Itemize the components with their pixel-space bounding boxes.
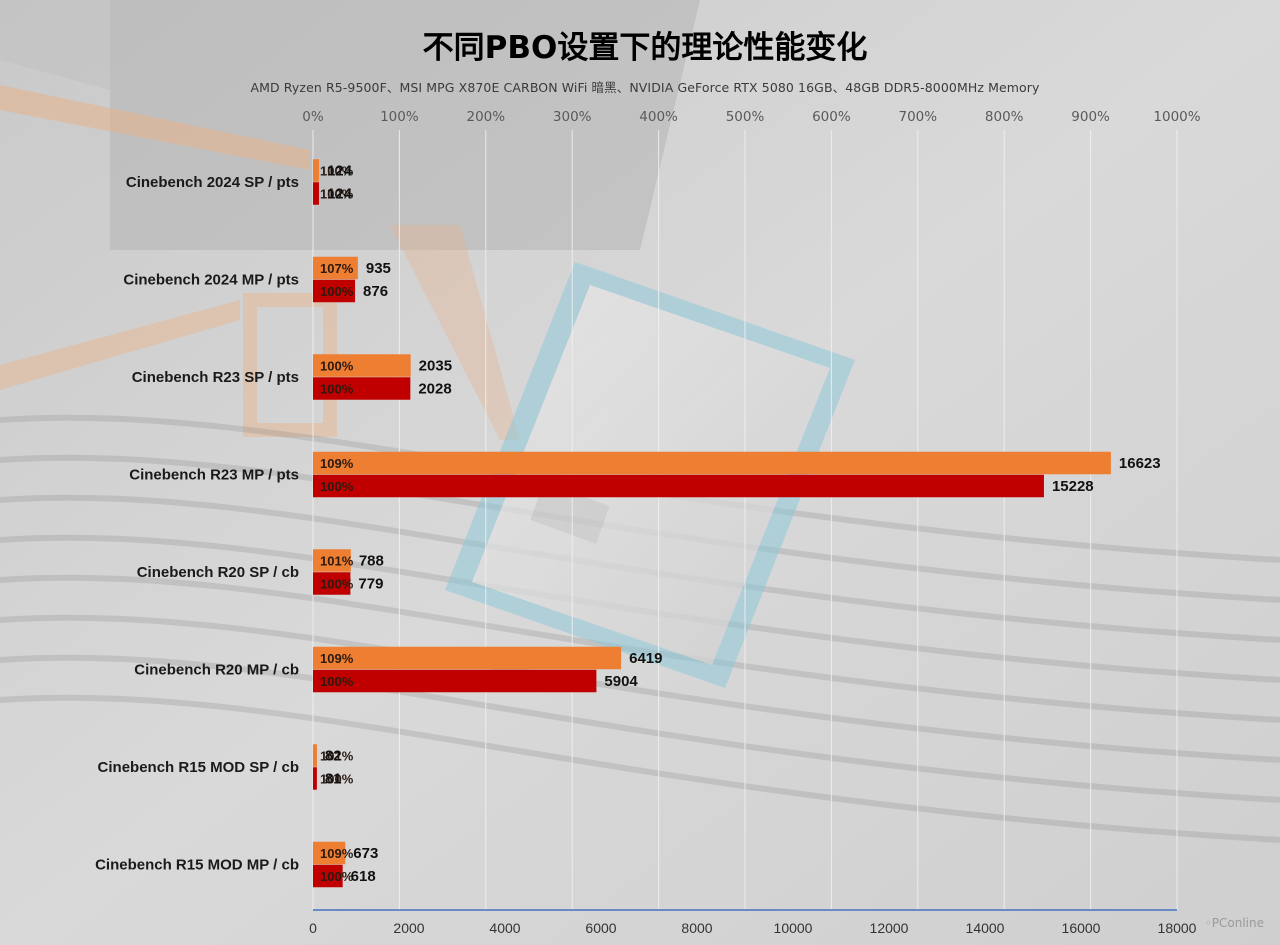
- bottom-axis-tick-label: 16000: [1062, 920, 1101, 936]
- bar-percent-label: 109%: [320, 651, 354, 666]
- category-label: Cinebench 2024 SP / pts: [126, 174, 299, 191]
- top-axis-tick-label: 300%: [553, 109, 592, 125]
- bar: [313, 256, 358, 280]
- bar: [313, 182, 319, 205]
- bar-percent-label: 100%: [320, 674, 354, 689]
- bar-percent-label: 101%: [320, 748, 354, 763]
- bar: [313, 474, 1044, 498]
- top-axis-tick-label: 600%: [812, 109, 851, 125]
- bar-percent-label: 100%: [320, 869, 354, 884]
- bottom-axis-tick-label: 14000: [966, 920, 1005, 936]
- category-labels: Cinebench 2024 SP / pts Cinebench 2024 MP…: [95, 174, 299, 874]
- bar-percent-label: 100%: [320, 186, 354, 201]
- category-label: Cinebench R15 MOD SP / cb: [98, 759, 299, 776]
- top-axis-tick-label: 100%: [380, 109, 419, 125]
- top-axis-tick-label: 800%: [985, 109, 1024, 125]
- bottom-axis-tick-label: 10000: [774, 920, 813, 936]
- top-axis-tick-label: 1000%: [1153, 109, 1200, 125]
- watermark-icon: ◦: [1204, 916, 1212, 930]
- category-label: Cinebench R20 SP / cb: [137, 564, 299, 581]
- bar-percent-label: 100%: [320, 163, 354, 178]
- top-axis-tick-label: 500%: [726, 109, 765, 125]
- top-axis-tick-label: 700%: [898, 109, 937, 125]
- bar-percent-label: 109%: [320, 846, 354, 861]
- bottom-axis-tick-label: 2000: [393, 920, 424, 936]
- bar-value-label: 2028: [418, 380, 451, 397]
- bar-percent-label: 100%: [320, 358, 354, 373]
- bar-value-label: 15228: [1052, 478, 1094, 495]
- bar-percent-label: 107%: [320, 261, 354, 276]
- category-label: Cinebench 2024 MP / pts: [123, 271, 299, 288]
- bottom-axis-values: 0 2000 4000 6000 8000 10000 12000 14000 16000 180…: [309, 909, 1197, 936]
- bar: [313, 744, 317, 767]
- category-label: Cinebench R23 MP / pts: [129, 466, 299, 483]
- bar-percent-label: 109%: [320, 456, 354, 471]
- bar: [313, 279, 356, 303]
- bar-percent-label: 100%: [320, 576, 354, 591]
- bottom-axis-tick-label: 0: [309, 920, 317, 936]
- bar-value-label: 788: [359, 552, 384, 569]
- bar-percent-label: 100%: [320, 771, 354, 786]
- bar-value-label: 5904: [604, 673, 638, 690]
- bar: [313, 377, 411, 400]
- bar-value-label: 618: [351, 868, 376, 885]
- watermark-text: ◦PConline: [1204, 916, 1264, 930]
- chart-title: 不同PBO设置下的理论性能变化: [422, 30, 868, 66]
- top-axis-tick-label: 200%: [466, 109, 505, 125]
- bottom-axis-tick-label: 4000: [489, 920, 520, 936]
- bar-value-label: 6419: [629, 650, 662, 667]
- gridlines: [312, 130, 1178, 910]
- bar-value-label: 2035: [419, 357, 452, 374]
- top-axis-percent: 0% 100% 200% 300% 400% 500% 600% 700% 800% 900% 10…: [302, 109, 1200, 125]
- bar-value-label: 779: [358, 575, 383, 592]
- top-axis-tick-label: 900%: [1071, 109, 1110, 125]
- bar-value-label: 16623: [1119, 455, 1161, 472]
- bar-value-label: 82: [325, 747, 342, 764]
- bar: [313, 646, 622, 670]
- bar-value-label: 81: [325, 770, 342, 787]
- bar: [313, 549, 351, 572]
- bar-percent-label: 100%: [320, 479, 354, 494]
- bar: [313, 767, 317, 790]
- bar: [313, 572, 351, 595]
- bar-value-label: 673: [353, 845, 378, 862]
- top-axis-tick-label: 0%: [302, 109, 324, 125]
- category-label: Cinebench R20 MP / cb: [134, 661, 299, 678]
- category-label: Cinebench R23 SP / pts: [132, 369, 299, 386]
- bottom-axis-tick-label: 12000: [870, 920, 909, 936]
- bar: [313, 669, 597, 693]
- bar: [313, 354, 411, 377]
- bar: [313, 864, 343, 888]
- bar-value-label: 876: [363, 283, 388, 300]
- bar-value-label: 124: [327, 162, 353, 179]
- bar: [313, 451, 1111, 475]
- bottom-axis-tick-label: 18000: [1158, 920, 1197, 936]
- bar-value-label: 124: [327, 185, 353, 202]
- bar: [313, 159, 319, 182]
- bar-percent-label: 100%: [320, 284, 354, 299]
- chart-subtitle: AMD Ryzen R5-9500F、MSI MPG X870E CARBON …: [250, 80, 1040, 95]
- bottom-axis-tick-label: 8000: [681, 920, 712, 936]
- bar: [313, 841, 346, 865]
- bottom-axis-tick-label: 6000: [585, 920, 616, 936]
- bar-value-label: 935: [366, 260, 391, 277]
- bar-percent-label: 101%: [320, 553, 354, 568]
- category-label: Cinebench R15 MOD MP / cb: [95, 856, 299, 873]
- top-axis-tick-label: 400%: [639, 109, 678, 125]
- bar-percent-label: 100%: [320, 381, 354, 396]
